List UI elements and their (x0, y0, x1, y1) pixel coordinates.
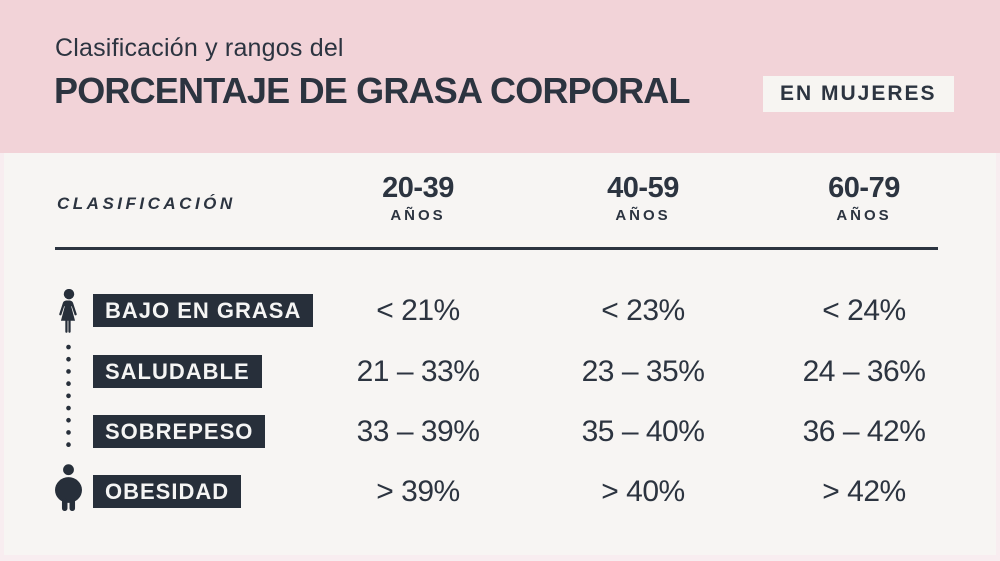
age-unit-label: AÑOS (615, 207, 671, 224)
age-column-header-20-39: 20-39 AÑOS (313, 172, 523, 225)
woman-slim-icon (52, 289, 86, 334)
age-range-label: 40-59 (607, 172, 679, 204)
classification-column-header: CLASIFICACIÓN (57, 194, 236, 213)
header-divider (55, 247, 938, 250)
cell-obesidad-40-59: > 40% (601, 475, 685, 508)
cell-sobrepeso-20-39: 33 – 39% (356, 415, 480, 448)
cell-bajo-20-39: < 21% (376, 294, 460, 327)
header-band: Clasificación y rangos del PORCENTAJE DE… (0, 0, 1000, 153)
cell-saludable-20-39: 21 – 33% (356, 355, 480, 388)
cell-saludable-40-59: 23 – 35% (581, 355, 705, 388)
cell-obesidad-60-79: > 42% (822, 475, 906, 508)
row-label-saludable: SALUDABLE (93, 355, 262, 388)
row-label-bajo-en-grasa: BAJO EN GRASA (93, 294, 314, 327)
cell-bajo-40-59: < 23% (601, 294, 685, 327)
age-range-label: 20-39 (382, 172, 454, 204)
age-range-label: 60-79 (828, 172, 900, 204)
row-label-sobrepeso: SOBREPESO (93, 415, 266, 448)
woman-obese-icon (50, 464, 87, 511)
cell-sobrepeso-60-79: 36 – 42% (802, 415, 926, 448)
cell-obesidad-20-39: > 39% (376, 475, 460, 508)
age-column-header-60-79: 60-79 AÑOS (759, 172, 969, 225)
cell-saludable-60-79: 24 – 36% (802, 355, 926, 388)
gender-badge: EN MUJERES (763, 76, 954, 112)
page-title: PORCENTAJE DE GRASA CORPORAL (54, 70, 690, 111)
age-unit-label: AÑOS (390, 207, 446, 224)
cell-sobrepeso-40-59: 35 – 40% (581, 415, 705, 448)
cell-bajo-60-79: < 24% (822, 294, 906, 327)
age-column-header-40-59: 40-59 AÑOS (538, 172, 748, 225)
age-unit-label: AÑOS (836, 207, 892, 224)
dotted-connector-line (64, 343, 73, 460)
row-label-obesidad: OBESIDAD (93, 475, 242, 508)
header-subtitle: Clasificación y rangos del (55, 34, 344, 62)
